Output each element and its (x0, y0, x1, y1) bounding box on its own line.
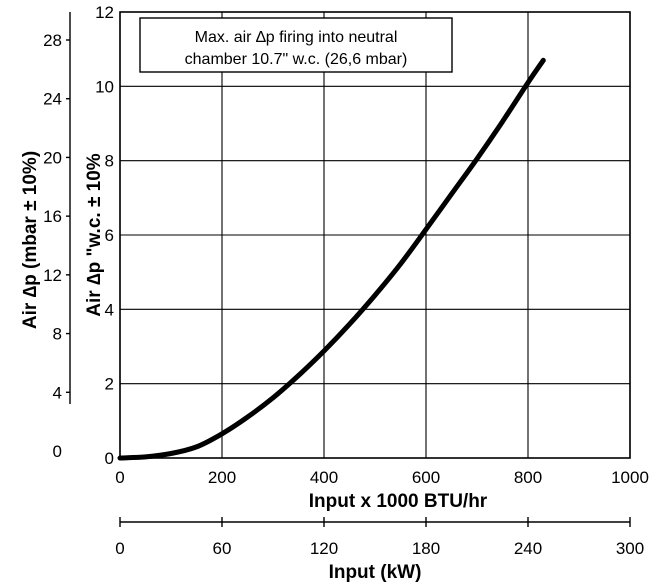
y-tick-label-6: 12 (95, 3, 114, 22)
x-tick-label-5: 1000 (611, 468, 649, 487)
mbar-tick-label-2: 8 (53, 325, 62, 344)
series-line (117, 57, 546, 461)
mbar-tick-label-5: 20 (43, 148, 62, 167)
plot-frame (119, 11, 631, 459)
mbar-tick-label-7: 28 (43, 31, 62, 50)
x-tick-label-2: 400 (310, 468, 338, 487)
annotation-box (139, 17, 453, 73)
x-tick-label-4: 800 (514, 468, 542, 487)
kw-tick-label-5: 300 (616, 539, 644, 558)
grid (119, 11, 631, 459)
kw-tick-label-0: 0 (115, 539, 124, 558)
x-tick-label-1: 200 (208, 468, 236, 487)
y-axis-title: Air ∆p "w.c. ± 10% (84, 153, 105, 317)
kw-tick-label-2: 120 (310, 539, 338, 558)
y-tick-label-0: 0 (105, 449, 114, 468)
y-tick-labels: 0 2 4 6 8 10 12 (95, 3, 114, 468)
x-tick-labels: 0 200 400 600 800 1000 (115, 468, 649, 487)
x-tick-label-0: 0 (115, 468, 124, 487)
kw-tick-label-3: 180 (412, 539, 440, 558)
y-tick-label-5: 10 (95, 77, 114, 96)
mbar-tick-label-3: 12 (43, 266, 62, 285)
kw-tick-label-4: 240 (514, 539, 542, 558)
mbar-tick-label-4: 16 (43, 207, 62, 226)
x-tick-label-3: 600 (412, 468, 440, 487)
secondary-y-axis-title: Air ∆p (mbar ± 10%) (20, 151, 41, 329)
y-tick-label-4: 8 (105, 152, 114, 171)
secondary-x-tick-labels: 0 60 120 180 240 300 (115, 517, 644, 558)
kw-tick-label-1: 60 (213, 539, 232, 558)
annotation-line-2: chamber 10.7" w.c. (26,6 mbar) (185, 51, 408, 68)
mbar-tick-label-1: 4 (53, 383, 62, 402)
mbar-tick-label-6: 24 (43, 90, 62, 109)
secondary-x-axis-title: Input (kW) (329, 562, 422, 583)
y-tick-label-2: 4 (105, 300, 114, 319)
annotation-line-1: Max. air ∆p firing into neutral (195, 29, 398, 46)
x-axis-title: Input x 1000 BTU/hr (309, 491, 488, 512)
y-tick-label-1: 2 (105, 375, 114, 394)
y-tick-label-3: 6 (105, 226, 114, 245)
mbar-tick-label-0: 0 (53, 442, 62, 461)
secondary-y-tick-labels: 0 4 8 12 16 20 24 28 (43, 31, 70, 461)
